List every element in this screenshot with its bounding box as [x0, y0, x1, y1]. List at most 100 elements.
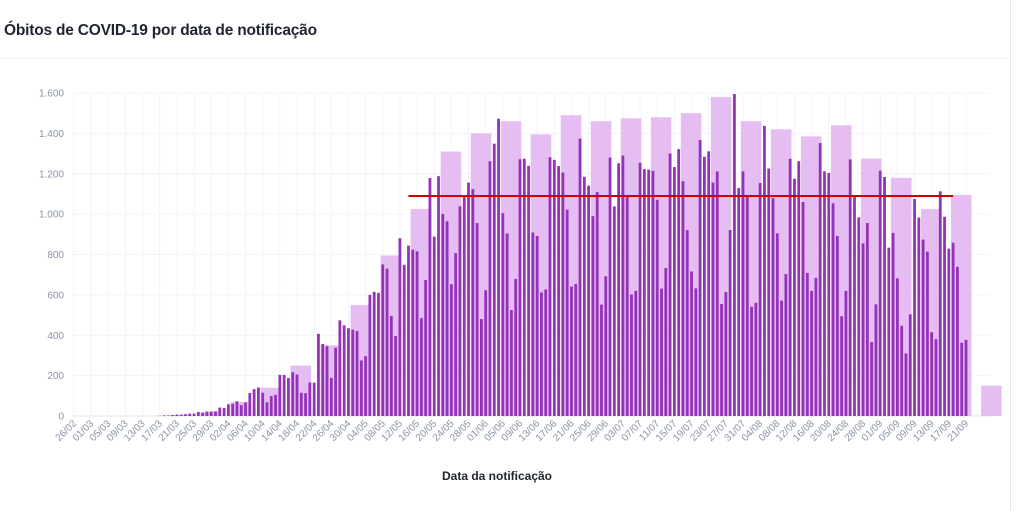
daily-bar: [917, 217, 921, 416]
daily-bar: [278, 374, 282, 416]
daily-bar: [801, 202, 805, 416]
daily-bar: [398, 238, 402, 416]
daily-bar: [261, 392, 265, 416]
daily-bar: [471, 189, 475, 416]
daily-bar: [793, 178, 796, 416]
y-tick-label: 800: [47, 250, 64, 261]
daily-bar: [196, 411, 200, 416]
daily-bar: [377, 292, 380, 416]
daily-bar: [239, 405, 243, 416]
daily-bar: [707, 151, 711, 417]
daily-bar: [201, 412, 205, 416]
daily-bar: [257, 387, 260, 416]
daily-bar: [166, 415, 170, 416]
daily-bar: [956, 266, 959, 416]
daily-bar: [711, 182, 715, 416]
daily-bar: [861, 243, 865, 416]
daily-bar: [269, 396, 273, 416]
daily-bar: [634, 290, 638, 416]
daily-bar: [565, 209, 569, 416]
daily-bar: [162, 415, 166, 416]
daily-bar: [642, 169, 646, 416]
daily-bar: [359, 360, 363, 416]
daily-bar: [347, 328, 350, 416]
daily-bar: [488, 161, 492, 416]
daily-bar: [703, 156, 706, 417]
daily-bar: [329, 377, 333, 416]
daily-bar: [287, 378, 290, 416]
daily-bar: [462, 196, 466, 416]
daily-bar: [222, 407, 226, 416]
daily-bar: [797, 161, 801, 416]
daily-bar: [209, 411, 213, 416]
daily-bar: [938, 191, 942, 416]
daily-bar: [291, 372, 295, 416]
daily-bar: [192, 413, 196, 416]
daily-bar: [831, 203, 835, 416]
daily-bar: [934, 339, 938, 416]
daily-bar: [672, 167, 676, 416]
daily-bar: [591, 216, 595, 416]
y-tick-label: 200: [47, 371, 64, 382]
daily-bar: [574, 283, 578, 416]
daily-bar: [214, 411, 217, 416]
daily-bar: [728, 230, 732, 416]
divider: [0, 58, 1010, 59]
daily-series: [158, 94, 968, 417]
daily-bar: [274, 394, 277, 416]
daily-bar: [681, 181, 685, 416]
daily-bar: [372, 291, 376, 416]
daily-bar: [758, 183, 762, 416]
daily-bar: [685, 230, 689, 416]
daily-bar: [492, 143, 496, 416]
x-axis-title: Data da notificação: [442, 469, 552, 483]
daily-bar: [921, 239, 925, 416]
daily-bar: [402, 264, 406, 416]
daily-bar: [338, 320, 342, 416]
daily-bar: [394, 336, 398, 416]
daily-bar: [595, 192, 599, 416]
y-tick-label: 1.600: [39, 89, 64, 100]
daily-bar: [805, 272, 809, 416]
daily-bar: [655, 199, 659, 416]
daily-bar: [475, 223, 479, 416]
daily-bar: [780, 300, 783, 416]
daily-bar: [445, 221, 449, 416]
daily-bar: [733, 94, 736, 417]
daily-bar: [951, 242, 955, 416]
daily-bar: [428, 177, 432, 416]
daily-bar: [458, 206, 462, 416]
daily-bar: [282, 374, 286, 416]
daily-bar: [788, 158, 792, 416]
daily-bar: [454, 253, 458, 416]
y-tick-label: 1.000: [39, 210, 64, 221]
daily-bar: [188, 413, 192, 416]
daily-bar: [891, 232, 895, 416]
y-tick-label: 1.400: [39, 129, 64, 140]
daily-bar: [835, 235, 839, 416]
daily-bar: [913, 198, 916, 416]
daily-bar: [750, 306, 753, 416]
daily-bar: [853, 196, 856, 416]
daily-bar: [844, 290, 848, 416]
daily-bar: [385, 268, 389, 416]
daily-bar: [171, 414, 175, 416]
daily-bar: [368, 294, 372, 416]
daily-bar: [432, 236, 436, 416]
daily-bar: [308, 382, 312, 416]
daily-bar: [660, 288, 663, 416]
daily-bar: [527, 165, 530, 416]
daily-bar: [621, 155, 625, 417]
daily-bar: [295, 374, 299, 416]
y-tick-label: 0: [58, 412, 64, 423]
daily-bar: [895, 278, 899, 416]
daily-bar: [651, 170, 655, 416]
daily-bar: [600, 304, 603, 416]
daily-bar: [179, 414, 183, 416]
daily-bar: [205, 411, 209, 416]
daily-bar: [389, 315, 393, 416]
daily-bar: [218, 407, 222, 416]
daily-bar: [449, 284, 453, 416]
daily-bar: [501, 213, 505, 416]
